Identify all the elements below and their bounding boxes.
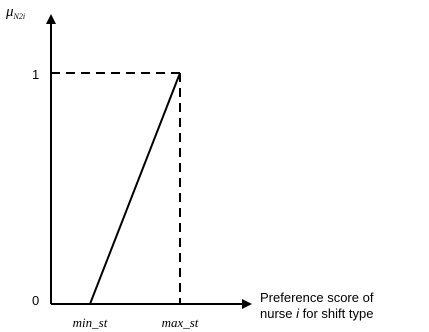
y-axis-label: μN2i: [5, 4, 25, 21]
x-tick-label-max: max_st: [162, 315, 199, 330]
x-axis-label-line2-prefix: nurse: [260, 306, 296, 321]
x-tick-label-min: min_st: [73, 315, 108, 330]
x-axis-label-line2: nurse i for shift type: [260, 306, 373, 321]
x-axis-label-line2-suffix: for shift type: [299, 306, 373, 321]
y-axis-label-symbol: μ: [5, 4, 14, 20]
y-tick-label-1: 1: [32, 67, 39, 82]
y-axis-label-subscript: N2i: [13, 12, 26, 21]
series-line: [89, 72, 181, 305]
x-axis-label-line1: Preference score of: [260, 290, 374, 305]
y-tick-label-0: 0: [32, 293, 39, 308]
x-axis-label-line2-var: i: [296, 306, 300, 321]
